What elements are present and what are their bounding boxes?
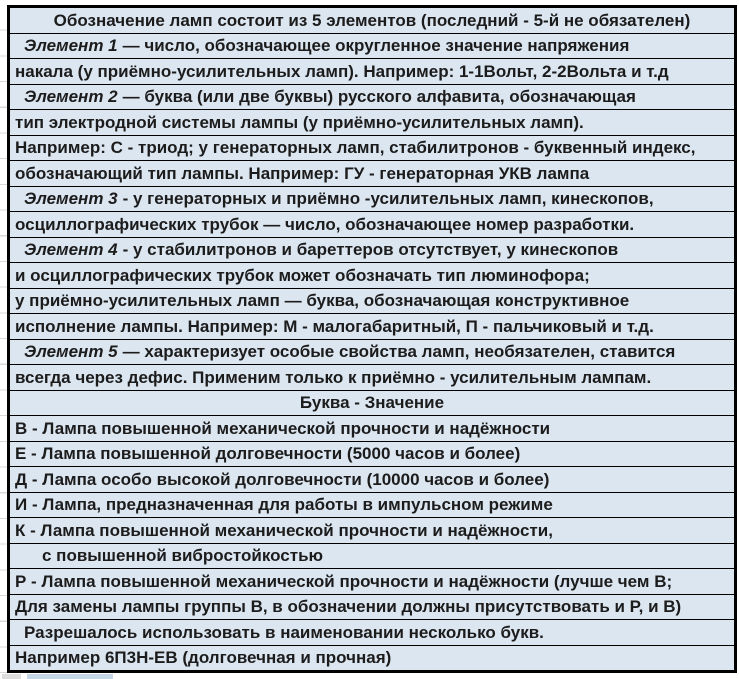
row-text: - у генераторных и приёмно -усилительных…	[122, 189, 654, 209]
row-text: — характеризует особые свойства ламп, не…	[122, 342, 676, 362]
table-row: И - Лампа, предназначенная для работы в …	[10, 492, 734, 518]
table-row: Е - Лампа повышенной долговечности (5000…	[10, 441, 734, 467]
element-label: Элемент 3	[24, 189, 118, 209]
table-row: Например 6П3Н-ЕВ (долговечная и прочная)	[10, 645, 734, 670]
row-text: Е - Лампа повышенной долговечности (5000…	[15, 444, 521, 464]
row-text: Буква - Значение	[299, 393, 445, 413]
table-row: обозначающий тип лампы. Например: ГУ - г…	[10, 161, 734, 187]
row-text: Разрешалось использовать в наименовании …	[24, 622, 544, 642]
table-row: осциллографических трубок — число, обозн…	[10, 212, 734, 238]
table-row: накала (у приёмно-усилительных ламп). На…	[10, 59, 734, 85]
element-label: Элемент 2	[24, 87, 118, 107]
table-row: Элемент 2— буква (или две буквы) русског…	[10, 84, 734, 110]
row-text: В - Лампа повышенной механической прочно…	[15, 418, 551, 438]
bottom-partial-cell-blue	[27, 674, 113, 679]
table-row: Обозначение ламп состоит из 5 элементов …	[10, 8, 734, 34]
row-text: Р - Лампа повышенной механической прочно…	[15, 571, 673, 591]
left-margin-gridlines	[0, 5, 7, 673]
row-text: и осциллографических трубок может обозна…	[15, 265, 590, 285]
row-text: с повышенной вибростойкостью	[42, 546, 324, 566]
table-row: с повышенной вибростойкостью	[10, 543, 734, 569]
row-text: тип электродной системы лампы (у приёмно…	[15, 112, 584, 132]
table-row: В - Лампа повышенной механической прочно…	[10, 416, 734, 442]
element-label: Элемент 4	[24, 240, 118, 260]
table-row: Р - Лампа повышенной механической прочно…	[10, 569, 734, 595]
table-row: Буква - Значение	[10, 390, 734, 416]
row-text: Например: С - триод; у генераторных ламп…	[15, 138, 696, 158]
table-row: всегда через дефис. Применим только к пр…	[10, 365, 734, 391]
row-text: — буква (или две буквы) русского алфавит…	[122, 87, 636, 107]
row-text: у приёмно-усилительных ламп — буква, обо…	[15, 291, 630, 311]
table-row: Д - Лампа особо высокой долговечности (1…	[10, 467, 734, 493]
table-row: исполнение лампы. Например: М - малогаба…	[10, 314, 734, 340]
row-text: — число, обозначающее округленное значен…	[122, 36, 630, 56]
row-text: Обозначение ламп состоит из 5 элементов …	[53, 10, 691, 30]
row-text: осциллографических трубок — число, обозн…	[15, 214, 635, 234]
row-text: накала (у приёмно-усилительных ламп). На…	[15, 61, 669, 81]
row-text: И - Лампа, предназначенная для работы в …	[15, 495, 553, 515]
table-row: К - Лампа повышенной механической прочно…	[10, 518, 734, 544]
table-row: Элемент 4- у стабилитронов и бареттеров …	[10, 237, 734, 263]
element-label: Элемент 1	[24, 36, 118, 56]
table-row: у приёмно-усилительных ламп — буква, обо…	[10, 288, 734, 314]
table-row: Элемент 1— число, обозначающее округленн…	[10, 33, 734, 59]
row-text: Например 6П3Н-ЕВ (долговечная и прочная)	[15, 648, 392, 668]
row-text: обозначающий тип лампы. Например: ГУ - г…	[15, 163, 590, 183]
row-text: К - Лампа повышенной механической прочно…	[15, 520, 553, 540]
bottom-partial-cell-gray	[2, 674, 21, 679]
row-text: Д - Лампа особо высокой долговечности (1…	[15, 469, 550, 489]
table-row: Для замены лампы группы В, в обозначении…	[10, 594, 734, 620]
table-row: тип электродной системы лампы (у приёмно…	[10, 110, 734, 136]
lamp-designation-table: Обозначение ламп состоит из 5 элементов …	[7, 5, 737, 673]
table-row: Разрешалось использовать в наименовании …	[10, 620, 734, 646]
row-text: исполнение лампы. Например: М - малогаба…	[15, 316, 654, 336]
table-row: Элемент 3- у генераторных и приёмно -уси…	[10, 186, 734, 212]
table-row: и осциллографических трубок может обозна…	[10, 263, 734, 289]
element-label: Элемент 5	[24, 342, 118, 362]
row-text: всегда через дефис. Применим только к пр…	[15, 367, 652, 387]
row-text: Для замены лампы группы В, в обозначении…	[15, 597, 682, 617]
table-row: Например: С - триод; у генераторных ламп…	[10, 135, 734, 161]
row-text: - у стабилитронов и бареттеров отсутству…	[122, 240, 619, 260]
table-row: Элемент 5— характеризует особые свойства…	[10, 339, 734, 365]
